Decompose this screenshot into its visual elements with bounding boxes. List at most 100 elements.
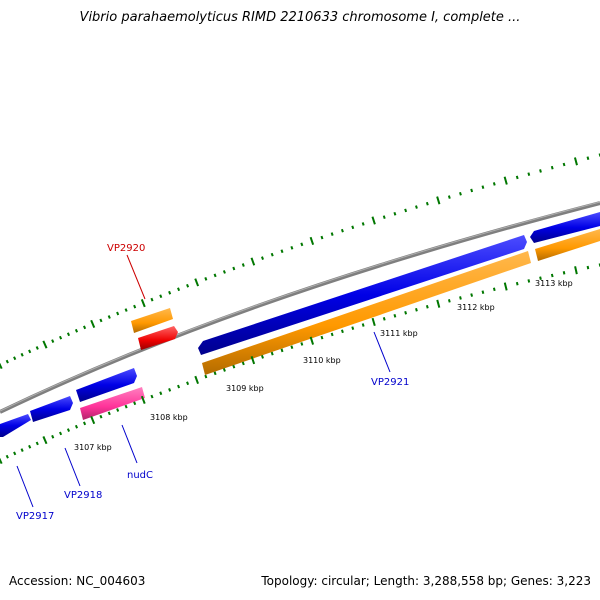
inner-tick bbox=[222, 368, 226, 372]
outer-tick bbox=[330, 232, 334, 236]
inner-tick bbox=[107, 411, 111, 416]
inner-tick bbox=[270, 351, 274, 356]
inner-tick bbox=[550, 273, 554, 278]
leader-vp2918 bbox=[64, 447, 81, 487]
outer-tick bbox=[393, 211, 397, 216]
outer-tick bbox=[83, 325, 87, 330]
inner-tick bbox=[194, 375, 199, 385]
inner-tick bbox=[13, 451, 17, 456]
inner-tick bbox=[351, 326, 355, 330]
inner-tick bbox=[20, 448, 24, 452]
inner-tick bbox=[320, 335, 324, 340]
outer-tick bbox=[99, 318, 103, 323]
inner-tick bbox=[492, 287, 496, 292]
cds-bar-vp2921[interactable] bbox=[202, 251, 531, 375]
inner-tick bbox=[213, 371, 217, 376]
outer-tick bbox=[290, 245, 294, 250]
leader-vp2920 bbox=[126, 254, 146, 300]
outer-tick bbox=[0, 362, 3, 370]
outer-tick bbox=[124, 308, 128, 312]
outer-tick bbox=[159, 294, 163, 299]
gene-arrow-vp2918[interactable] bbox=[30, 396, 73, 422]
outer-tick bbox=[222, 270, 226, 274]
gene-label-vp2917[interactable]: VP2917 bbox=[16, 511, 54, 522]
inner-tick bbox=[280, 348, 284, 353]
gene-label-vp2918[interactable]: VP2918 bbox=[64, 490, 102, 501]
inner-tick bbox=[177, 384, 181, 389]
outer-tick bbox=[459, 191, 462, 196]
inner-tick bbox=[361, 323, 365, 327]
outer-tick bbox=[168, 290, 172, 295]
outer-tick bbox=[74, 328, 79, 333]
outer-tick bbox=[90, 319, 96, 328]
inner-tick bbox=[527, 279, 531, 283]
outer-tick bbox=[107, 315, 111, 319]
outer-tick bbox=[404, 208, 408, 213]
gene-arrow-vp2917[interactable] bbox=[0, 414, 31, 437]
outer-tick bbox=[28, 349, 32, 354]
inner-tick bbox=[382, 317, 386, 321]
gene-arrow-b1[interactable] bbox=[76, 368, 137, 402]
outer-tick bbox=[351, 225, 355, 230]
inner-tick bbox=[250, 356, 256, 365]
gene-label-vp2920[interactable]: VP2920 bbox=[107, 243, 145, 254]
inner-tick bbox=[124, 404, 128, 409]
inner-tick bbox=[159, 391, 163, 396]
outer-tick bbox=[527, 172, 531, 176]
gene-label-nudc[interactable]: nudC bbox=[127, 470, 153, 481]
inner-tick bbox=[116, 408, 120, 412]
outer-tick bbox=[140, 299, 146, 308]
inner-tick bbox=[309, 336, 315, 345]
inner-tick bbox=[99, 414, 103, 419]
outer-tick bbox=[5, 359, 9, 364]
outer-tick bbox=[382, 215, 386, 219]
inner-tick bbox=[447, 299, 451, 303]
leader-nudc bbox=[121, 424, 138, 464]
outer-tick bbox=[59, 335, 63, 340]
inner-tick bbox=[393, 313, 397, 318]
leader-vp2917 bbox=[16, 465, 34, 508]
outer-tick bbox=[177, 287, 181, 292]
outer-tick bbox=[42, 340, 48, 349]
rna-arrow[interactable] bbox=[138, 326, 178, 350]
outer-tick bbox=[66, 332, 71, 337]
outer-tick bbox=[150, 297, 154, 302]
tick-label-3112: 3112 kbp bbox=[457, 303, 495, 312]
map-title: Vibrio parahaemolyticus RIMD 2210633 chr… bbox=[79, 10, 521, 25]
outer-tick bbox=[586, 156, 590, 160]
outer-tick bbox=[133, 304, 137, 309]
outer-tick bbox=[361, 222, 365, 226]
outer-tick bbox=[51, 339, 55, 343]
cds-bar-b[interactable] bbox=[535, 229, 600, 261]
inner-tick bbox=[90, 415, 96, 425]
cds-bar-vp2920[interactable] bbox=[131, 308, 173, 333]
inner-tick bbox=[168, 388, 172, 392]
gene-label-vp2921[interactable]: VP2921 bbox=[371, 377, 409, 388]
inner-tick bbox=[0, 457, 3, 465]
outer-tick bbox=[250, 257, 256, 266]
inner-tick bbox=[83, 421, 87, 426]
inner-tick bbox=[481, 290, 485, 294]
outer-tick bbox=[280, 249, 284, 254]
outer-tick bbox=[300, 242, 304, 247]
outer-tick-ring bbox=[0, 153, 600, 370]
gene-arrow-b4[interactable] bbox=[530, 212, 600, 243]
inner-tick bbox=[586, 265, 590, 270]
outer-tick bbox=[213, 273, 217, 278]
inner-tick bbox=[133, 401, 137, 406]
gene-arrow-vp2921[interactable] bbox=[198, 235, 527, 355]
outer-tick bbox=[492, 182, 496, 186]
inner-tick bbox=[290, 345, 294, 349]
outer-tick bbox=[186, 283, 190, 288]
outer-tick bbox=[481, 185, 485, 189]
tick-label-3108: 3108 kbp bbox=[150, 413, 188, 422]
outer-tick bbox=[503, 176, 508, 185]
inner-tick bbox=[425, 304, 429, 309]
outer-tick bbox=[20, 352, 24, 357]
inner-tick bbox=[232, 364, 236, 369]
outer-tick bbox=[436, 196, 441, 205]
inner-tick bbox=[74, 424, 79, 429]
cds-bar-nudc[interactable] bbox=[80, 387, 145, 420]
tick-label-3111: 3111 kbp bbox=[380, 329, 418, 338]
outer-tick bbox=[425, 201, 429, 206]
